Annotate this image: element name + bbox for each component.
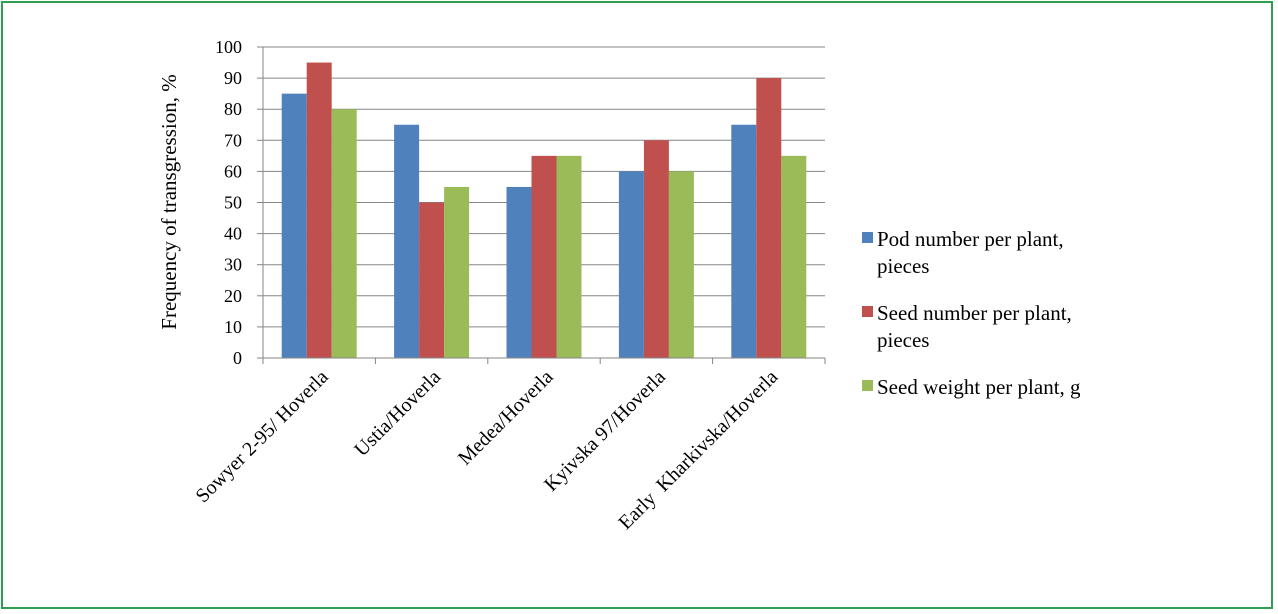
bar-2-1 — [306, 62, 332, 359]
bar-1-2 — [394, 124, 420, 358]
x-tick-labels: Sowyer 2-95/ Hoverla Ustia/Hoverla Medea/H… — [192, 366, 783, 534]
x-tick-label: Sowyer 2-95/ Hoverla — [192, 366, 333, 507]
y-tick-label: 30 — [224, 255, 242, 275]
x-tick-label: Kyivska 97/Hoverla — [540, 366, 670, 496]
y-tick-label: 70 — [224, 130, 242, 150]
bar-1-5 — [731, 124, 757, 358]
legend-label: pieces — [877, 328, 929, 352]
bar-3-2 — [444, 186, 470, 358]
axes — [262, 47, 826, 364]
x-tick-label: Medea/Hoverla — [454, 366, 558, 470]
bars — [281, 62, 807, 359]
bar-1-4 — [618, 171, 644, 358]
bar-3-3 — [556, 155, 582, 358]
bar-2-3 — [531, 155, 557, 358]
legend-swatch — [862, 232, 873, 243]
bar-1-1 — [281, 93, 307, 359]
bar-3-1 — [331, 109, 357, 358]
legend: Pod number per plant, pieces Seed number p… — [862, 227, 1081, 399]
legend-label: Seed number per plant, — [877, 301, 1072, 325]
y-tick-label: 90 — [224, 68, 242, 88]
x-tick-label: Ustia/Hoverla — [350, 366, 445, 461]
bar-3-5 — [781, 155, 807, 358]
bar-2-4 — [643, 140, 669, 358]
y-tick-label: 20 — [224, 286, 242, 306]
legend-swatch — [862, 380, 873, 391]
y-tick-label: 50 — [224, 193, 242, 213]
y-axis-title: Frequency of transgression, % — [157, 74, 181, 329]
bar-1-3 — [506, 186, 532, 358]
y-tick-label: 80 — [224, 99, 242, 119]
legend-swatch — [862, 306, 873, 317]
y-tick-label: 60 — [224, 161, 242, 181]
y-tick-label: 100 — [215, 37, 242, 57]
y-tick-label: 10 — [224, 317, 242, 337]
y-tick-label: 40 — [224, 224, 242, 244]
legend-label: Seed weight per plant, g — [877, 375, 1081, 399]
bar-2-2 — [419, 202, 445, 358]
y-tick-labels: 0 10 20 30 40 50 60 70 80 90 100 — [215, 37, 242, 368]
legend-label: Pod number per plant, — [877, 227, 1064, 251]
bar-3-4 — [668, 171, 694, 358]
legend-label: pieces — [877, 254, 929, 278]
bar-2-5 — [756, 78, 782, 358]
y-tick-label: 0 — [233, 348, 242, 368]
